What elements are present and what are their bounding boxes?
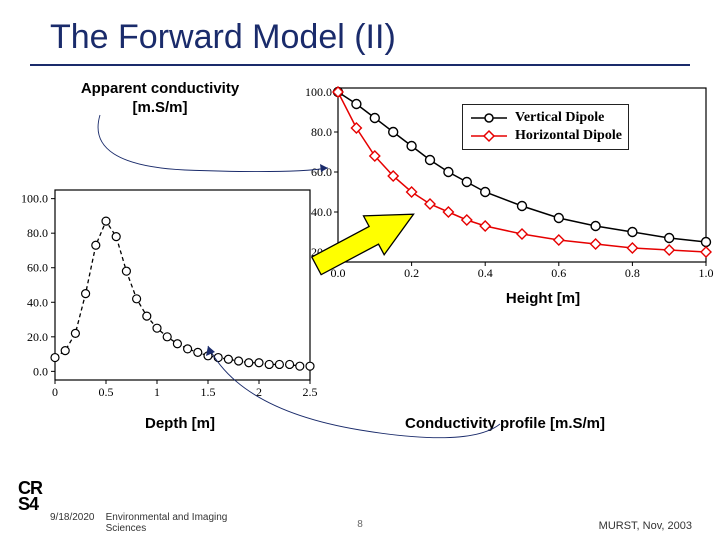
svg-text:0: 0	[52, 385, 58, 399]
svg-text:20.0: 20.0	[27, 330, 48, 344]
svg-text:100.0: 100.0	[305, 85, 332, 99]
footer-venue: MURST, Nov, 2003	[599, 520, 692, 532]
label-height: Height [m]	[488, 290, 598, 309]
svg-text:0.0: 0.0	[33, 364, 48, 378]
svg-text:80.0: 80.0	[27, 226, 48, 240]
legend-swatch-vertical	[469, 111, 509, 125]
svg-text:1.0: 1.0	[699, 266, 714, 280]
svg-text:40.0: 40.0	[27, 295, 48, 309]
curve-arrow-bottom	[200, 338, 510, 448]
svg-text:0.4: 0.4	[478, 266, 493, 280]
footer-dept: Environmental and Imaging Sciences	[106, 512, 228, 534]
page-number: 8	[357, 519, 363, 530]
curve-arrow-top	[80, 110, 340, 190]
svg-text:1: 1	[154, 385, 160, 399]
svg-text:0.8: 0.8	[625, 266, 640, 280]
svg-text:0.5: 0.5	[99, 385, 114, 399]
legend-label-vertical: Vertical Dipole	[515, 110, 604, 126]
svg-text:60.0: 60.0	[27, 261, 48, 275]
legend-row-vertical: Vertical Dipole	[469, 109, 622, 127]
logo-line2: S4	[18, 497, 42, 512]
legend: Vertical Dipole Horizontal Dipole	[462, 104, 629, 150]
footer-left: 9/18/2020 Environmental and Imaging Scie…	[50, 512, 227, 534]
legend-row-horizontal: Horizontal Dipole	[469, 127, 622, 145]
page-title: The Forward Model (II)	[50, 18, 396, 57]
legend-label-horizontal: Horizontal Dipole	[515, 128, 622, 144]
legend-swatch-horizontal	[469, 129, 509, 143]
title-underline	[30, 64, 690, 66]
svg-text:0.6: 0.6	[551, 266, 566, 280]
yellow-arrow	[300, 200, 430, 280]
logo: CR S4	[18, 481, 42, 512]
footer-date: 9/18/2020	[50, 512, 95, 523]
svg-text:100.0: 100.0	[21, 192, 48, 206]
